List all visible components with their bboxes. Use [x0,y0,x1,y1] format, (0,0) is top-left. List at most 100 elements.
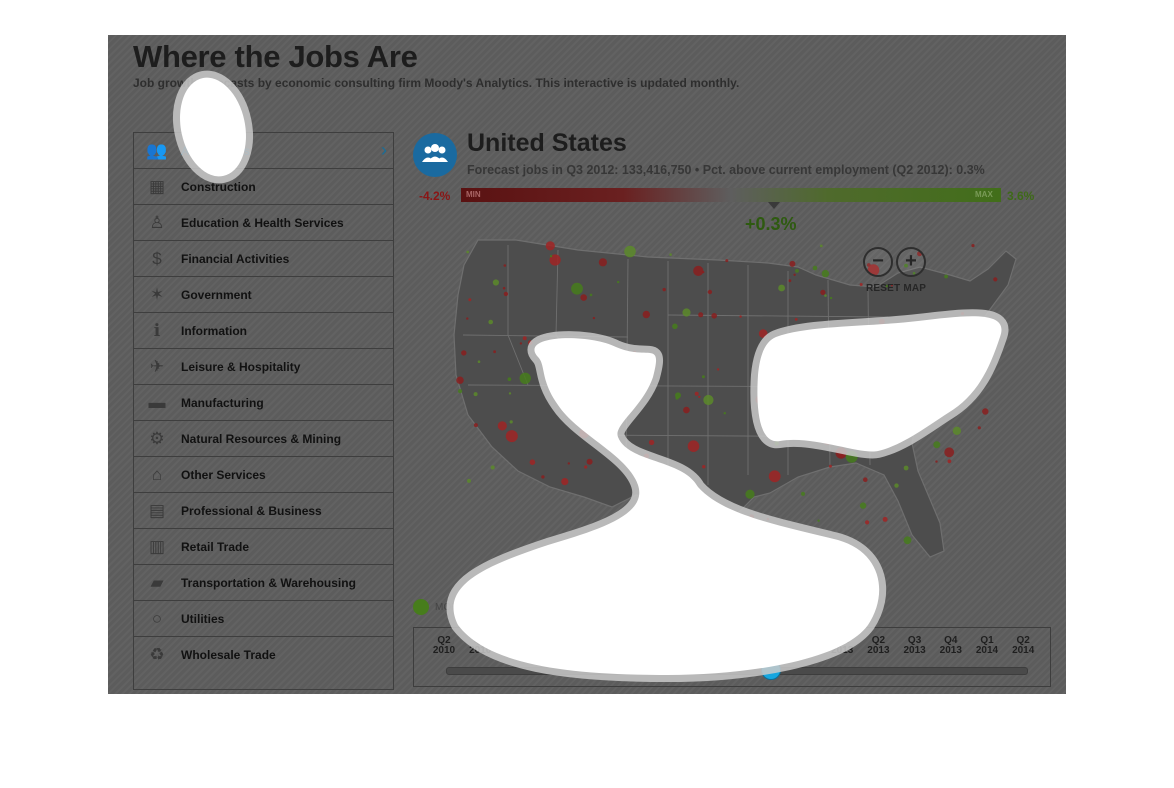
industry-item[interactable]: ▰ Transportation & Warehousing [134,565,393,601]
timeline-quarter[interactable]: Q2 2014 [1005,636,1041,656]
metro-bubble [845,450,858,463]
metro-bubble [801,491,805,496]
industry-item[interactable]: ▦ Construction [134,169,393,205]
metro-bubble [473,392,478,397]
metro-bubble [592,316,596,320]
metro-bubble [903,465,909,471]
timeline-quarter[interactable]: Q4 2011 [643,636,679,656]
metro-bubble [812,265,818,271]
metro-bubble [571,282,583,295]
metro-bubble [865,520,870,525]
timeline-quarter[interactable]: Q4 2010 [498,636,534,656]
timeline-quarter[interactable]: Q4 2013 [933,636,969,656]
metro-bubble [607,419,611,422]
house-icon: ⌂ [151,465,163,484]
industry-list: 👥 All Industries › ▦ Construction ♙ Education … [133,132,394,690]
metro-bubble [707,503,710,506]
timeline-quarter[interactable]: Q3 2010 [462,636,498,656]
metro-bubble [529,459,536,466]
timeline-quarter[interactable]: Q3 2013 [897,636,933,656]
industry-item[interactable]: ▬ Manufacturing [134,385,393,421]
metro-bubble [820,289,826,295]
industry-item[interactable]: $ Financial Activities [134,241,393,277]
industry-label: Manufacturing [181,396,264,410]
timeline: Q2 2010 Q3 2010 Q4 2010 Q1 2011 Q2 2011 Q3 2011 Q4 20… [413,627,1051,687]
timeline-quarter[interactable]: Q1 2012 [679,636,715,656]
quarter-year: 2010 [505,645,528,656]
metro-bubble [477,360,481,364]
quarter-label: Q2 [437,635,451,646]
metro-bubble [669,253,672,256]
metro-bubble [466,317,469,320]
metro-bubble [675,392,681,399]
timeline-quarter[interactable]: Q3 2011 [607,636,643,656]
metro-bubble [567,462,570,465]
metro-bubble [894,483,899,488]
industry-item[interactable]: ✶ Government [134,277,393,313]
people-icon [413,133,457,177]
reset-map-button[interactable]: RESET MAP [866,283,927,294]
industry-item[interactable]: ▤ Professional & Business [134,493,393,529]
timeline-slider-thumb[interactable] [760,660,781,680]
metro-bubble [711,313,717,319]
industry-label: Leisure & Hospitality [181,360,301,374]
timeline-quarter[interactable]: Q3 2012 [752,636,788,656]
industry-item[interactable]: ♻ Wholesale Trade [134,637,393,673]
metro-bubble [944,274,948,279]
industry-item[interactable]: ○ Utilities [134,601,393,637]
quarter-label: Q3 [907,635,922,646]
industry-item[interactable]: ✈ Leisure & Hospitality [134,349,393,385]
metro-bubble [795,269,799,273]
metro-bubble [812,389,823,400]
metro-bubble [723,412,726,415]
industry-label: Construction [181,180,256,194]
car-icon: ▬ [148,393,166,412]
metro-bubble [580,294,587,301]
metro-bubble [579,428,590,439]
quarter-year: 2010 [432,645,456,656]
metro-bubble [503,264,507,267]
timeline-quarter[interactable]: Q2 2012 [716,636,752,656]
timeline-quarter[interactable]: Q4 2012 [788,636,824,656]
recycle-icon: ♻ [149,645,165,664]
people-icon: 👥 [146,141,168,160]
metro-bubble [502,286,506,290]
metro-bubble [942,323,946,326]
metro-bubble [466,250,470,254]
timeline-track[interactable] [446,667,1028,675]
metro-bubble [589,293,593,297]
metro-bubble [977,426,981,430]
metro-bubble [683,406,690,414]
timeline-quarter[interactable]: Q2 2011 [571,636,607,656]
industry-item[interactable]: ℹ Information [134,313,393,349]
metro-bubble [490,465,495,470]
industry-item[interactable]: ⌂ Other Services [134,457,393,493]
metro-bubble [508,392,512,395]
timeline-quarter[interactable]: Q1 2013 [824,636,860,656]
metro-bubble [861,434,867,440]
industry-label: Education & Health Services [181,216,344,230]
metro-bubble [775,384,779,388]
region-forecast-text: Forecast jobs in Q3 2012: 133,416,750 • … [467,163,985,177]
industry-label: Financial Activities [181,252,290,266]
quarter-label: Q2 [1016,635,1030,646]
metro-bubble [744,526,747,530]
metro-bubble [863,477,868,483]
industry-item[interactable]: ♙ Education & Health Services [134,205,393,241]
metro-bubble [505,430,518,443]
metro-bubble [488,319,494,325]
metro-bubble [509,420,513,424]
zoom-out-button[interactable]: − [863,247,893,277]
timeline-quarter[interactable]: Q2 2013 [860,636,896,656]
metro-bubble [882,516,888,522]
timeline-quarter[interactable]: Q1 2014 [969,636,1005,656]
metro-bubble [960,312,965,316]
industry-item[interactable]: ⚙ Natural Resources & Mining [134,421,393,457]
timeline-quarter[interactable]: Q2 2010 [426,636,462,656]
us-map[interactable] [108,35,1066,694]
timeline-quarter[interactable]: Q1 2011 [535,636,571,656]
metro-bubble [461,350,467,356]
metro-bubble [588,399,594,405]
zoom-in-button[interactable]: + [896,247,926,277]
industry-item[interactable]: ▥ Retail Trade [134,529,393,565]
